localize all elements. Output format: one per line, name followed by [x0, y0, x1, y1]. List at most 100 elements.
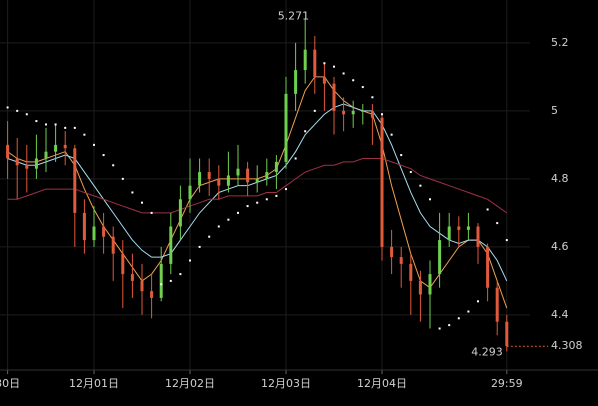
sar-dot [457, 317, 460, 320]
candle-body [121, 253, 125, 275]
sar-dot [198, 245, 201, 248]
candle-body [150, 291, 154, 298]
sar-dot [352, 79, 355, 82]
candle-body [294, 70, 298, 94]
sar-dot [419, 184, 422, 187]
candle-body [73, 148, 77, 213]
sar-dot [400, 154, 403, 157]
y-tick-label: 4.8 [551, 172, 569, 185]
candle-body [140, 280, 144, 292]
candle-body [54, 144, 58, 152]
sar-dot [285, 188, 287, 191]
sar-dot [35, 120, 38, 123]
candle-body [476, 226, 480, 247]
sar-dot [45, 123, 47, 126]
y-tick-label: 5 [551, 104, 558, 117]
candle-body [255, 178, 259, 183]
sar-dot [256, 201, 259, 204]
candle-body [226, 175, 230, 186]
sar-dot [361, 86, 364, 89]
candle-body [303, 49, 307, 71]
candle-body [486, 246, 490, 288]
candle-body [418, 280, 422, 295]
y-tick-label: 4.6 [551, 240, 569, 253]
candle-body [466, 226, 470, 230]
sar-dot [179, 273, 182, 276]
candle-body [246, 168, 250, 183]
sar-dot [496, 222, 499, 225]
candle-body [361, 110, 365, 112]
candle-body [351, 110, 355, 115]
candle-body [102, 226, 106, 237]
last-price-label: 4.308 [551, 339, 583, 352]
sar-dot [486, 208, 489, 211]
candle-body [265, 172, 269, 179]
candle-body [342, 110, 346, 115]
candle-body [188, 185, 192, 200]
candle-body [92, 226, 96, 241]
candle-body [82, 212, 86, 241]
candle-body [198, 172, 202, 186]
sar-dot [323, 62, 326, 65]
sar-dot [429, 198, 431, 201]
candle-body [236, 168, 240, 176]
candle-body [34, 158, 38, 169]
sar-dot [141, 201, 143, 204]
sar-dot [304, 130, 307, 133]
candle-body [438, 240, 442, 275]
candle-body [15, 158, 19, 166]
sar-dot [246, 205, 249, 208]
candle-body [44, 151, 48, 159]
sar-dot [294, 157, 297, 160]
moving-average-line [7, 76, 508, 309]
sar-dot [208, 235, 211, 238]
sar-dot [477, 300, 479, 303]
sar-dot [467, 310, 470, 313]
candle-body [428, 274, 432, 295]
sar-dot [25, 113, 28, 116]
candle-body [217, 178, 221, 186]
sar-dot [93, 143, 95, 146]
candle-body [505, 321, 509, 347]
sar-dot [131, 191, 134, 194]
candle-body [25, 165, 29, 169]
x-tick-label: 12月04日 [357, 377, 407, 390]
sar-dot [83, 133, 86, 136]
sar-dot [371, 96, 374, 99]
sar-dot [112, 164, 115, 167]
min-annotation: 4.293 [471, 345, 503, 358]
sar-dot [381, 113, 383, 116]
sar-dot [390, 133, 393, 136]
x-tick-label: 30日 [0, 377, 20, 390]
sar-dot [54, 123, 57, 126]
sar-dot [505, 239, 508, 242]
sar-dot [160, 283, 163, 286]
sar-dot [275, 194, 278, 197]
sar-dot [227, 218, 230, 221]
candle-body [63, 144, 67, 149]
sar-dot [150, 211, 153, 214]
candle-body [390, 246, 394, 258]
sar-dot [409, 171, 412, 174]
candle-body [447, 226, 451, 241]
candle-body [284, 93, 288, 162]
candle-body [457, 226, 461, 230]
candle-body [313, 49, 317, 77]
candle-body [130, 274, 134, 281]
sar-dot [438, 327, 441, 330]
sar-dot [169, 279, 172, 282]
candle-body [6, 144, 10, 159]
y-tick-label: 4.4 [551, 308, 569, 321]
sar-dot [64, 126, 67, 129]
sar-dot [6, 106, 9, 109]
candle-body [332, 83, 336, 111]
sar-dot [237, 211, 239, 214]
candle-body [380, 117, 384, 247]
candle-body [207, 172, 211, 179]
x-tick-label: 12月03日 [261, 377, 311, 390]
max-annotation: 5.271 [278, 10, 310, 23]
sar-dot [217, 225, 220, 228]
sar-dot [102, 154, 105, 157]
x-tick-label: 12月01日 [69, 377, 119, 390]
